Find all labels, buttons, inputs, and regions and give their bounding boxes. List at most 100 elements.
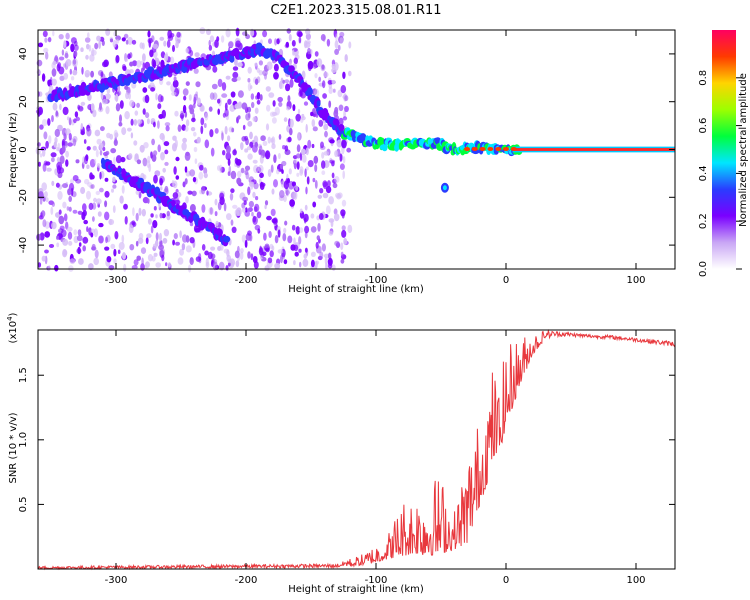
noise-speck <box>208 106 213 112</box>
x-tick-label: -300 <box>105 575 128 586</box>
noise-speck <box>188 94 192 101</box>
spectral-feature-core <box>442 185 447 191</box>
noise-speck <box>58 34 64 40</box>
noise-speck <box>123 203 128 210</box>
noise-speck <box>121 234 125 244</box>
noise-speck <box>119 195 124 204</box>
noise-speck <box>185 245 192 253</box>
carrier-hotspot <box>479 147 486 152</box>
noise-speck <box>62 238 69 246</box>
x-tick-label: 100 <box>626 575 645 586</box>
noise-speck <box>81 66 84 75</box>
noise-speck <box>328 252 332 260</box>
noise-speck <box>302 258 309 267</box>
noise-speck <box>217 78 223 88</box>
noise-speck <box>73 118 77 124</box>
noise-speck <box>104 246 110 251</box>
noise-speck <box>51 68 57 77</box>
noise-speck <box>128 69 134 74</box>
noise-speck <box>74 111 79 118</box>
x-tick-label: -300 <box>105 275 128 286</box>
noise-speck <box>305 123 308 133</box>
noise-speck <box>136 102 141 108</box>
carrier-hotspot <box>487 147 494 152</box>
noise-speck <box>113 258 117 265</box>
noise-speck <box>84 37 91 43</box>
noise-speck <box>133 259 139 266</box>
noise-speck <box>80 47 84 52</box>
noise-speck <box>152 43 159 49</box>
noise-speck <box>237 90 244 98</box>
noise-speck <box>135 240 139 247</box>
noise-speck <box>343 237 348 245</box>
noise-speck <box>164 53 169 62</box>
noise-speck <box>63 72 69 80</box>
noise-speck <box>273 154 277 164</box>
noise-speck <box>254 62 258 67</box>
noise-speck <box>220 35 225 43</box>
noise-speck <box>247 153 253 160</box>
noise-speck <box>251 101 255 109</box>
noise-speck <box>184 151 191 161</box>
noise-speck <box>301 113 305 119</box>
noise-speck <box>317 194 323 199</box>
noise-speck <box>305 28 311 35</box>
noise-speck <box>296 172 300 177</box>
noise-speck <box>99 150 103 156</box>
noise-speck <box>273 72 279 80</box>
noise-speck <box>152 243 158 249</box>
noise-speck <box>153 252 158 257</box>
noise-speck <box>342 71 346 80</box>
noise-speck <box>264 200 269 206</box>
noise-speck <box>69 258 76 265</box>
noise-speck <box>39 124 44 130</box>
noise-speck <box>314 164 318 173</box>
noise-speck <box>99 142 104 149</box>
noise-speck <box>299 227 304 233</box>
noise-speck <box>149 49 154 58</box>
noise-speck <box>106 88 111 94</box>
noise-speck <box>155 262 161 268</box>
colorbar-label: Normalized spectral amplitude <box>738 73 749 227</box>
noise-speck <box>150 87 156 92</box>
noise-speck <box>82 236 89 244</box>
noise-speck <box>56 165 61 175</box>
noise-speck <box>326 38 331 47</box>
noise-speck <box>224 125 228 135</box>
noise-speck <box>96 35 101 42</box>
noise-speck <box>119 114 122 123</box>
noise-speck <box>311 143 315 149</box>
noise-speck <box>283 180 289 190</box>
noise-speck <box>104 177 109 182</box>
noise-speck <box>68 195 72 202</box>
noise-speck <box>92 145 97 151</box>
noise-speck <box>276 169 280 175</box>
noise-speck <box>160 186 163 191</box>
noise-speck <box>139 42 144 49</box>
noise-speck <box>150 151 153 159</box>
noise-speck <box>143 142 149 149</box>
noise-speck <box>256 92 261 100</box>
noise-speck <box>94 42 99 50</box>
noise-speck <box>300 91 307 99</box>
noise-speck <box>337 44 341 51</box>
noise-speck <box>124 216 128 225</box>
noise-speck <box>96 163 101 168</box>
noise-speck <box>133 119 138 126</box>
noise-speck <box>243 200 247 206</box>
noise-speck <box>58 56 65 61</box>
noise-speck <box>262 30 268 38</box>
noise-speck <box>241 207 246 213</box>
noise-speck <box>136 255 141 261</box>
x-tick-label: -100 <box>365 275 388 286</box>
noise-speck <box>264 265 270 272</box>
noise-speck <box>112 184 117 189</box>
noise-speck <box>283 227 287 234</box>
noise-speck <box>296 161 300 170</box>
noise-speck <box>168 262 171 268</box>
noise-speck <box>230 170 237 180</box>
noise-speck <box>307 47 311 55</box>
y-tick-label: 0 <box>18 146 29 152</box>
noise-speck <box>267 257 273 264</box>
noise-speck <box>155 214 158 219</box>
